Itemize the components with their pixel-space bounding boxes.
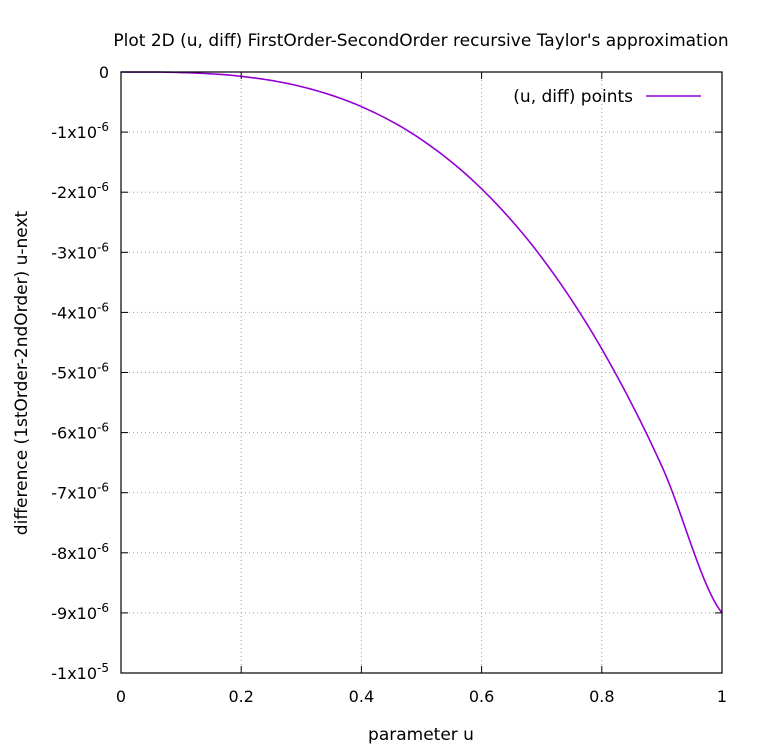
data-point (360, 106, 362, 108)
y-tick-exponent: -6 (97, 541, 109, 555)
data-point (420, 139, 423, 141)
chart-title: Plot 2D (u, diff) FirstOrder-SecondOrder… (113, 31, 728, 51)
data-point (481, 188, 483, 190)
y-tick-mantissa: -5x10 (51, 364, 97, 383)
grid (121, 72, 722, 673)
y-tick-mantissa: -4x10 (51, 303, 97, 322)
y-tick-exponent: -5 (97, 661, 109, 675)
data-point (300, 86, 302, 88)
y-tick-label: -7x10-6 (51, 481, 109, 503)
y-tick-label: -4x10-6 (51, 300, 109, 322)
y-tick-mantissa: -1x10 (51, 123, 97, 142)
y-tick-label: -9x10-6 (51, 601, 109, 623)
y-tick-mantissa: -9x10 (51, 604, 97, 623)
y-tick-label: -3x10-6 (51, 240, 109, 262)
legend-label: (u, diff) points (513, 87, 633, 107)
y-axis-label: difference (1stOrder-2ndOrder) u-next (12, 210, 32, 535)
x-tick-label: 0.4 (349, 687, 374, 706)
data-point (541, 256, 543, 259)
y-tick-exponent: -6 (97, 361, 109, 375)
y-tick-label: 0 (99, 63, 109, 82)
y-tick-label: -1x10-5 (51, 661, 109, 683)
data-point (601, 348, 603, 350)
y-tick-mantissa: -6x10 (51, 424, 97, 443)
ticks: 0 0.2 0.4 0.6 0.8 10-1x10-6-2x10-6-3x10-6-4x1… (51, 63, 727, 706)
x-tick-label: 1 (717, 687, 727, 706)
legend: (u, diff) points (513, 87, 701, 107)
x-axis-label: parameter u (368, 725, 474, 745)
y-tick-label: -2x10-6 (51, 180, 109, 202)
y-tick-label: -8x10-6 (51, 541, 109, 563)
y-tick-mantissa: 0 (99, 63, 109, 82)
y-tick-exponent: -6 (97, 421, 109, 435)
x-tick-label: 0.2 (228, 687, 253, 706)
y-tick-exponent: -6 (97, 180, 109, 194)
x-tick-label: 0.8 (589, 687, 614, 706)
y-tick-exponent: -6 (97, 300, 109, 314)
data-point (661, 465, 663, 467)
x-tick-label: 0.6 (469, 687, 494, 706)
y-tick-mantissa: -1x10 (51, 664, 97, 683)
y-tick-exponent: -6 (97, 240, 109, 254)
y-tick-exponent: -6 (97, 481, 109, 495)
y-tick-label: -5x10-6 (51, 361, 109, 383)
y-tick-mantissa: -2x10 (51, 183, 97, 202)
y-tick-mantissa: -3x10 (51, 243, 97, 262)
y-tick-exponent: -6 (97, 601, 109, 615)
y-tick-exponent: -6 (97, 120, 109, 134)
x-tick-label: 0 (116, 687, 126, 706)
y-tick-mantissa: -7x10 (51, 484, 97, 503)
y-tick-label: -1x10-6 (51, 120, 109, 142)
y-tick-mantissa: -8x10 (51, 544, 97, 563)
y-tick-label: -6x10-6 (51, 421, 109, 443)
